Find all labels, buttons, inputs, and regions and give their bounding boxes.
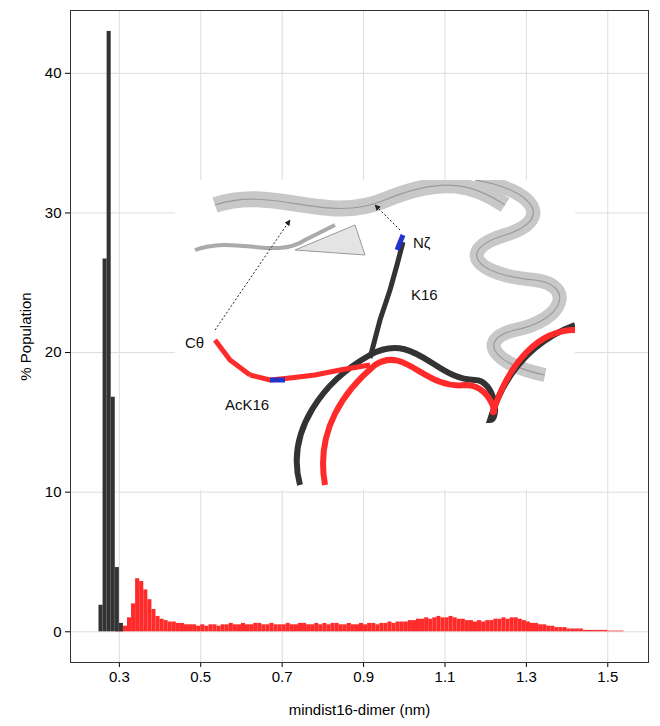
svg-text:40: 40 <box>45 64 62 81</box>
svg-text:mindist16-dimer (nm): mindist16-dimer (nm) <box>289 701 431 718</box>
svg-text:1.1: 1.1 <box>435 668 456 685</box>
svg-text:K16: K16 <box>411 286 438 303</box>
svg-text:1.3: 1.3 <box>516 668 537 685</box>
svg-text:% Population: % Population <box>17 292 34 380</box>
svg-text:20: 20 <box>45 343 62 360</box>
svg-text:0.9: 0.9 <box>353 668 374 685</box>
svg-text:10: 10 <box>45 483 62 500</box>
svg-text:0.7: 0.7 <box>272 668 293 685</box>
svg-text:30: 30 <box>45 204 62 221</box>
svg-text:0.3: 0.3 <box>109 668 130 685</box>
svg-text:Nζ: Nζ <box>413 234 431 251</box>
svg-text:Cθ: Cθ <box>185 334 204 351</box>
svg-text:1.5: 1.5 <box>597 668 618 685</box>
svg-text:0: 0 <box>53 623 61 640</box>
svg-text:0.5: 0.5 <box>190 668 211 685</box>
svg-text:AcK16: AcK16 <box>225 396 269 413</box>
